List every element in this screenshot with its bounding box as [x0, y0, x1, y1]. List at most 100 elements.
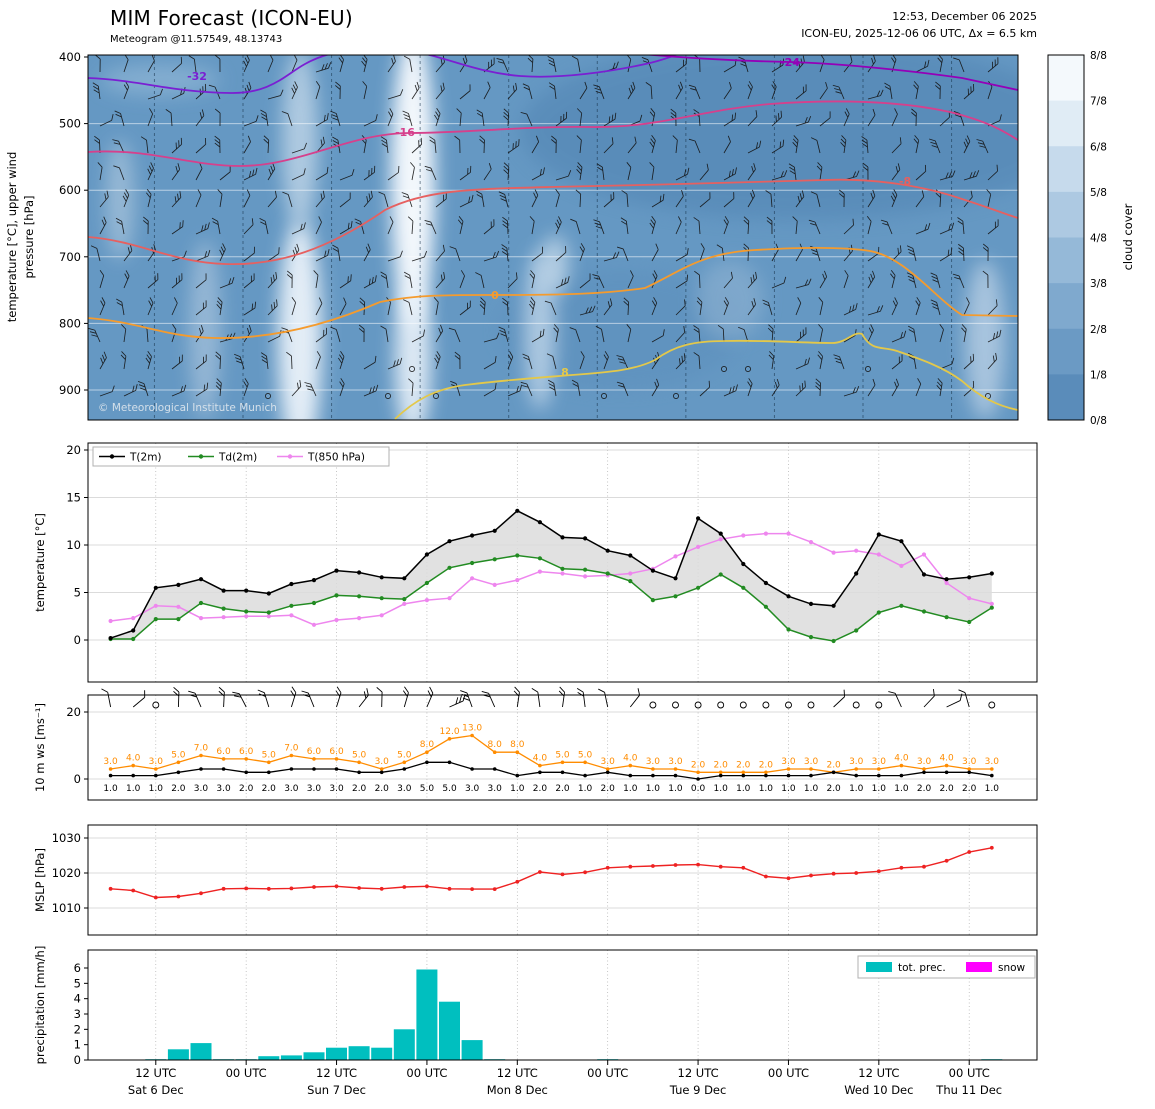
svg-text:7.0: 7.0	[194, 744, 209, 754]
svg-text:1.0: 1.0	[510, 784, 525, 794]
svg-text:2.0: 2.0	[736, 760, 751, 770]
svg-text:3.0: 3.0	[307, 784, 322, 794]
svg-text:20: 20	[66, 705, 81, 719]
svg-text:3/8: 3/8	[1090, 278, 1107, 290]
svg-text:3.0: 3.0	[103, 757, 118, 767]
panel-temperature	[87, 442, 1038, 683]
svg-text:1.0: 1.0	[781, 784, 796, 794]
svg-text:-16: -16	[395, 126, 415, 139]
svg-text:5.0: 5.0	[420, 784, 435, 794]
svg-text:2.0: 2.0	[714, 760, 729, 770]
svg-text:snow: snow	[998, 962, 1026, 974]
svg-text:2.0: 2.0	[826, 784, 841, 794]
svg-text:temperature [°C]: temperature [°C]	[33, 513, 47, 612]
panel-precipitation	[87, 949, 1038, 1061]
svg-text:2.0: 2.0	[239, 784, 254, 794]
svg-text:3.0: 3.0	[216, 784, 231, 794]
svg-text:600: 600	[59, 183, 81, 197]
svg-text:1.0: 1.0	[736, 784, 751, 794]
svg-text:cloud cover: cloud cover	[1121, 203, 1135, 270]
svg-text:2.0: 2.0	[917, 784, 932, 794]
svg-text:1.0: 1.0	[759, 784, 774, 794]
svg-text:6.0: 6.0	[329, 747, 344, 757]
svg-text:12 UTC: 12 UTC	[316, 1066, 357, 1080]
svg-text:3.0: 3.0	[668, 757, 683, 767]
svg-text:5/8: 5/8	[1090, 187, 1107, 199]
svg-text:precipitation [mm/h]: precipitation [mm/h]	[33, 946, 47, 1065]
svg-text:3.0: 3.0	[962, 757, 977, 767]
svg-text:© Meteorological Institute Mun: © Meteorological Institute Munich	[98, 402, 277, 414]
svg-text:6: 6	[74, 961, 81, 975]
svg-text:2.0: 2.0	[691, 760, 706, 770]
svg-text:3.0: 3.0	[465, 784, 480, 794]
model-info: ICON-EU, 2025-12-06 06 UTC, Δx = 6.5 km	[801, 27, 1037, 40]
svg-text:1.0: 1.0	[985, 784, 1000, 794]
svg-text:12 UTC: 12 UTC	[135, 1066, 176, 1080]
svg-text:3: 3	[74, 1007, 81, 1021]
svg-text:8.0: 8.0	[510, 740, 525, 750]
svg-text:3.0: 3.0	[488, 784, 503, 794]
svg-text:3.0: 3.0	[804, 757, 819, 767]
svg-text:1030: 1030	[52, 831, 81, 845]
svg-text:3.0: 3.0	[284, 784, 299, 794]
svg-text:6.0: 6.0	[239, 747, 254, 757]
svg-text:Mon 8 Dec: Mon 8 Dec	[487, 1083, 548, 1097]
svg-text:5.0: 5.0	[262, 750, 277, 760]
svg-text:10: 10	[66, 538, 81, 552]
svg-text:3.0: 3.0	[872, 757, 887, 767]
svg-text:15: 15	[66, 491, 81, 505]
svg-text:5.0: 5.0	[555, 750, 570, 760]
svg-text:4: 4	[74, 992, 81, 1006]
svg-text:0: 0	[74, 633, 81, 647]
svg-text:2: 2	[74, 1022, 81, 1036]
svg-text:3.0: 3.0	[849, 757, 864, 767]
svg-text:500: 500	[59, 117, 81, 131]
svg-text:00 UTC: 00 UTC	[587, 1066, 628, 1080]
svg-text:Sat 6 Dec: Sat 6 Dec	[128, 1083, 184, 1097]
svg-text:10 m ws [ms⁻¹]: 10 m ws [ms⁻¹]	[33, 703, 47, 792]
svg-text:2.0: 2.0	[939, 784, 954, 794]
svg-text:0/8: 0/8	[1090, 415, 1107, 427]
svg-text:tot. prec.: tot. prec.	[898, 962, 946, 974]
svg-text:1.0: 1.0	[103, 784, 118, 794]
svg-text:-24: -24	[780, 56, 800, 69]
dewpoint-spread-fill	[110, 510, 992, 641]
svg-text:1.0: 1.0	[126, 784, 141, 794]
svg-text:Sun 7 Dec: Sun 7 Dec	[307, 1083, 366, 1097]
svg-text:5: 5	[74, 976, 81, 990]
svg-text:Tue 9 Dec: Tue 9 Dec	[669, 1083, 727, 1097]
svg-text:3.0: 3.0	[194, 784, 209, 794]
svg-text:1.0: 1.0	[849, 784, 864, 794]
svg-text:MSLP [hPa]: MSLP [hPa]	[33, 848, 47, 912]
svg-text:Thu 11 Dec: Thu 11 Dec	[935, 1083, 1002, 1097]
svg-text:2.0: 2.0	[375, 784, 390, 794]
svg-text:00 UTC: 00 UTC	[226, 1066, 267, 1080]
svg-text:1.0: 1.0	[668, 784, 683, 794]
svg-text:5.0: 5.0	[171, 750, 186, 760]
svg-text:4.0: 4.0	[533, 754, 548, 764]
svg-text:1/8: 1/8	[1090, 369, 1107, 381]
svg-text:8/8: 8/8	[1090, 50, 1107, 62]
panel-mslp	[87, 824, 1038, 936]
svg-text:5: 5	[74, 586, 81, 600]
upper-wind-barbs	[88, 55, 1002, 400]
svg-text:2.0: 2.0	[555, 784, 570, 794]
svg-text:-32: -32	[187, 70, 207, 83]
svg-text:3.0: 3.0	[646, 757, 661, 767]
svg-text:12.0: 12.0	[440, 727, 460, 737]
svg-text:4.0: 4.0	[894, 754, 909, 764]
svg-text:2.0: 2.0	[533, 784, 548, 794]
svg-text:800: 800	[59, 316, 81, 330]
svg-text:0: 0	[491, 289, 499, 302]
svg-text:2.0: 2.0	[759, 760, 774, 770]
svg-text:400: 400	[59, 50, 81, 64]
svg-text:2.0: 2.0	[352, 784, 367, 794]
svg-text:6.0: 6.0	[216, 747, 231, 757]
panel-upper-air: -32 -24 -16 -8 0 8 © Meteorological Institute …	[5, 50, 1135, 427]
svg-text:8.0: 8.0	[488, 740, 503, 750]
temperature-legend	[92, 446, 390, 467]
svg-text:00 UTC: 00 UTC	[949, 1066, 990, 1080]
svg-text:1.0: 1.0	[646, 784, 661, 794]
svg-text:0: 0	[74, 772, 81, 786]
